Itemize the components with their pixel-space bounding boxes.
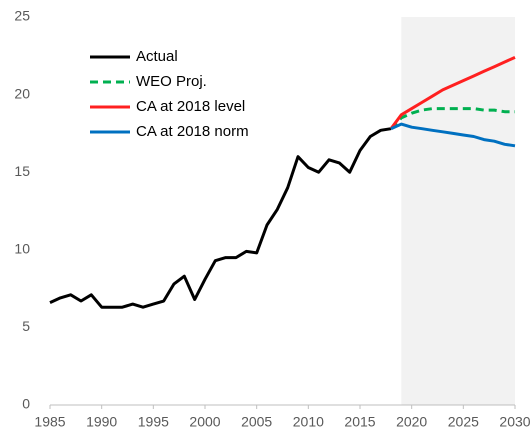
x-tick-label: 1985 [34,414,65,430]
y-tick-label: 0 [22,396,30,412]
legend-label: WEO Proj. [136,73,207,90]
legend-label: CA at 2018 norm [136,123,249,140]
legend-label: CA at 2018 level [136,98,245,115]
y-tick-label: 20 [14,85,30,101]
y-tick-label: 10 [14,241,30,257]
x-tick-label: 1995 [138,414,169,430]
x-tick-label: 2010 [293,414,324,430]
shaded-region [401,17,515,405]
y-tick-label: 5 [22,318,30,334]
line-series [390,122,516,148]
x-tick-label: 2030 [499,414,530,430]
line-series [389,56,516,130]
x-tick-label: 1990 [86,414,117,430]
line-series [389,107,515,130]
y-tick-label: 15 [14,163,30,179]
x-tick-label: 2000 [189,414,220,430]
y-tick-label: 25 [14,8,30,24]
x-tick-label: 2025 [448,414,479,430]
legend-label: Actual [136,48,178,65]
line-series [49,127,392,309]
x-tick-label: 2015 [344,414,375,430]
x-tick-label: 2020 [396,414,427,430]
x-tick-label: 2005 [241,414,272,430]
